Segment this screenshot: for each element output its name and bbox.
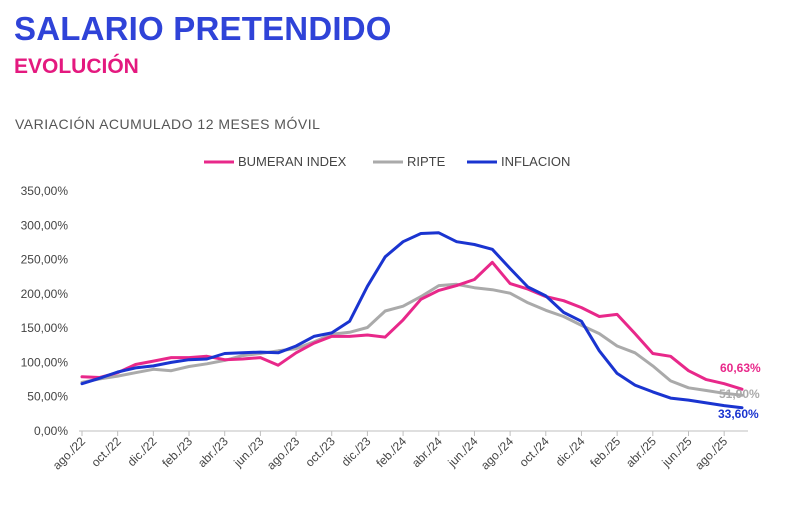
page-title: SALARIO PRETENDIDO	[14, 10, 392, 47]
x-tick-label: abr./23	[195, 434, 231, 470]
y-tick-label: 200,00%	[21, 287, 69, 301]
end-label-ripte: 51,90%	[719, 387, 760, 401]
y-tick-label: 0,00%	[34, 424, 68, 438]
y-tick-label: 350,00%	[21, 184, 69, 198]
x-tick-label: ago./23	[264, 434, 302, 472]
y-tick-label: 300,00%	[21, 218, 69, 232]
series-line-ripte	[80, 282, 744, 397]
x-tick-label: abr./25	[623, 434, 659, 470]
x-tick-label: oct./22	[88, 434, 124, 470]
x-tick-label: jun./23	[230, 434, 266, 470]
legend-label: INFLACION	[501, 154, 570, 169]
series-line-bumeran-index	[80, 260, 744, 391]
x-tick-label: feb./24	[373, 434, 409, 470]
y-tick-label: 150,00%	[21, 321, 69, 335]
x-tick-label: feb./25	[587, 434, 623, 470]
y-tick-label: 100,00%	[21, 355, 69, 369]
x-tick-label: oct./24	[517, 434, 553, 470]
x-tick-label: dic./22	[125, 434, 160, 469]
x-tick-label: jun./24	[444, 434, 480, 470]
x-tick-label: dic./23	[339, 434, 374, 469]
x-tick-label: oct./23	[302, 434, 338, 470]
legend-label: RIPTE	[407, 154, 446, 169]
x-tick-label: ago./25	[692, 434, 730, 472]
x-tick-label: abr./24	[409, 434, 445, 470]
x-tick-label: feb./23	[159, 434, 195, 470]
y-tick-label: 50,00%	[27, 390, 68, 404]
legend-label: BUMERAN INDEX	[238, 154, 347, 169]
y-tick-label: 250,00%	[21, 253, 69, 267]
end-label-bumeran-index: 60,63%	[720, 361, 761, 375]
end-label-inflacion: 33,60%	[718, 407, 759, 421]
x-tick-label: jun./25	[659, 434, 695, 470]
x-tick-label: ago./22	[50, 434, 88, 472]
x-tick-label: dic./24	[553, 434, 588, 469]
x-tick-label: ago./24	[478, 434, 516, 472]
chart-title: VARIACIÓN ACUMULADO 12 MESES MÓVIL	[15, 116, 321, 132]
page-subtitle: EVOLUCIÓN	[14, 55, 139, 78]
series-line-inflacion	[80, 231, 744, 410]
